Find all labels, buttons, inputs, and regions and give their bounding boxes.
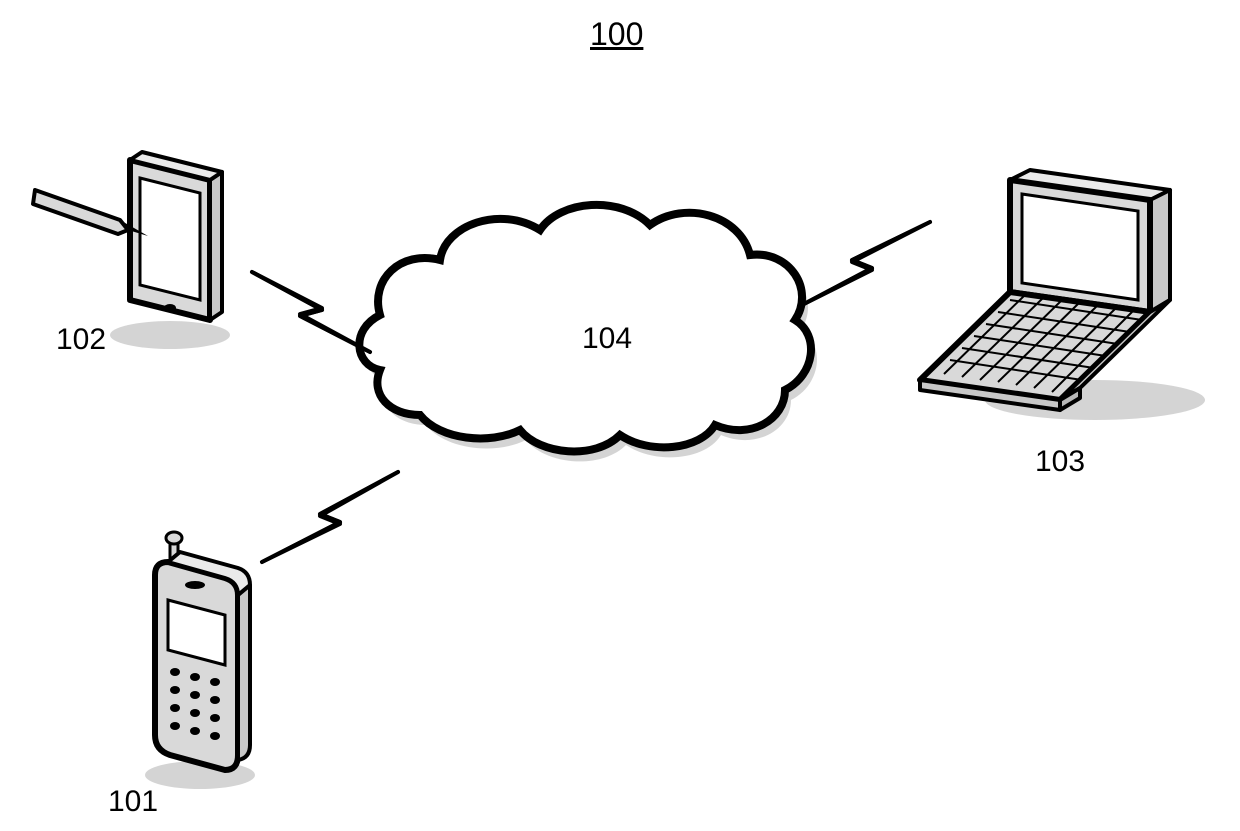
diagram-svg xyxy=(0,0,1240,831)
laptop-icon xyxy=(920,170,1205,420)
label-103: 103 xyxy=(1035,445,1085,479)
label-101: 101 xyxy=(108,785,158,819)
tablet-icon xyxy=(33,152,230,349)
label-104: 104 xyxy=(582,322,632,356)
phone-icon xyxy=(145,532,255,789)
diagram-canvas: 100 xyxy=(0,0,1240,831)
label-102: 102 xyxy=(56,323,106,357)
